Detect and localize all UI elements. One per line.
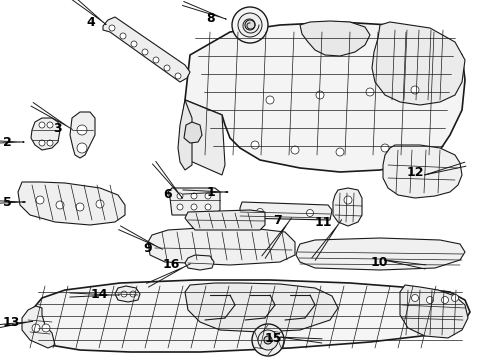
Circle shape [335, 148, 343, 156]
Circle shape [244, 20, 254, 30]
Circle shape [258, 330, 278, 350]
Text: 10: 10 [370, 256, 387, 269]
Text: 3: 3 [53, 122, 62, 135]
Circle shape [264, 336, 271, 344]
Text: 1: 1 [206, 185, 215, 198]
Circle shape [411, 294, 418, 302]
Circle shape [250, 141, 259, 149]
Circle shape [265, 96, 273, 104]
Circle shape [380, 144, 388, 152]
Circle shape [315, 91, 324, 99]
Text: 5: 5 [3, 195, 12, 208]
Circle shape [77, 125, 87, 135]
Circle shape [130, 291, 136, 297]
Polygon shape [332, 188, 361, 226]
Text: 15: 15 [264, 332, 282, 345]
Circle shape [153, 57, 159, 63]
Circle shape [142, 49, 148, 55]
Circle shape [290, 146, 298, 154]
Circle shape [77, 143, 87, 153]
Polygon shape [178, 100, 192, 170]
Polygon shape [184, 255, 214, 270]
Circle shape [96, 200, 104, 208]
Polygon shape [148, 228, 294, 265]
Polygon shape [115, 286, 140, 302]
Circle shape [163, 65, 170, 71]
Circle shape [120, 33, 126, 39]
Circle shape [238, 13, 262, 37]
Circle shape [450, 294, 458, 302]
Circle shape [410, 86, 418, 94]
Text: 11: 11 [314, 216, 331, 229]
Circle shape [175, 73, 181, 79]
Text: 4: 4 [86, 15, 95, 28]
Polygon shape [184, 22, 464, 172]
Circle shape [426, 297, 433, 303]
Circle shape [109, 25, 115, 31]
Polygon shape [382, 145, 461, 198]
Polygon shape [183, 122, 202, 143]
Polygon shape [184, 210, 264, 230]
Polygon shape [22, 306, 55, 348]
Circle shape [177, 204, 183, 210]
Polygon shape [184, 283, 337, 332]
Circle shape [39, 140, 45, 146]
Circle shape [365, 88, 373, 96]
Polygon shape [31, 118, 60, 150]
Circle shape [251, 324, 284, 356]
Polygon shape [103, 17, 190, 82]
Polygon shape [295, 238, 464, 270]
Circle shape [121, 291, 127, 297]
Text: 9: 9 [143, 242, 152, 255]
Text: 6: 6 [163, 189, 172, 202]
Circle shape [56, 201, 64, 209]
Polygon shape [399, 285, 467, 338]
Polygon shape [371, 22, 464, 105]
Circle shape [76, 203, 84, 211]
Circle shape [32, 324, 40, 332]
Circle shape [343, 196, 351, 204]
Circle shape [131, 41, 137, 47]
Text: 16: 16 [163, 258, 180, 271]
Circle shape [191, 204, 197, 210]
Polygon shape [18, 182, 125, 225]
Circle shape [191, 193, 197, 199]
Circle shape [42, 324, 50, 332]
Circle shape [177, 193, 183, 199]
Circle shape [47, 140, 53, 146]
Text: 8: 8 [206, 12, 215, 24]
Text: 7: 7 [273, 213, 282, 226]
Text: 14: 14 [90, 288, 108, 302]
Polygon shape [180, 100, 224, 175]
Polygon shape [168, 188, 220, 215]
Circle shape [39, 122, 45, 128]
Circle shape [36, 196, 44, 204]
Circle shape [306, 210, 313, 216]
Circle shape [47, 122, 53, 128]
Polygon shape [28, 280, 469, 352]
Circle shape [441, 297, 447, 303]
Polygon shape [70, 112, 95, 158]
Circle shape [204, 204, 210, 210]
Circle shape [256, 208, 263, 216]
Circle shape [204, 193, 210, 199]
Text: 2: 2 [3, 135, 12, 148]
Text: 13: 13 [2, 315, 20, 328]
Text: 12: 12 [406, 166, 423, 180]
Polygon shape [299, 21, 369, 56]
Circle shape [231, 7, 267, 43]
Polygon shape [240, 202, 331, 220]
